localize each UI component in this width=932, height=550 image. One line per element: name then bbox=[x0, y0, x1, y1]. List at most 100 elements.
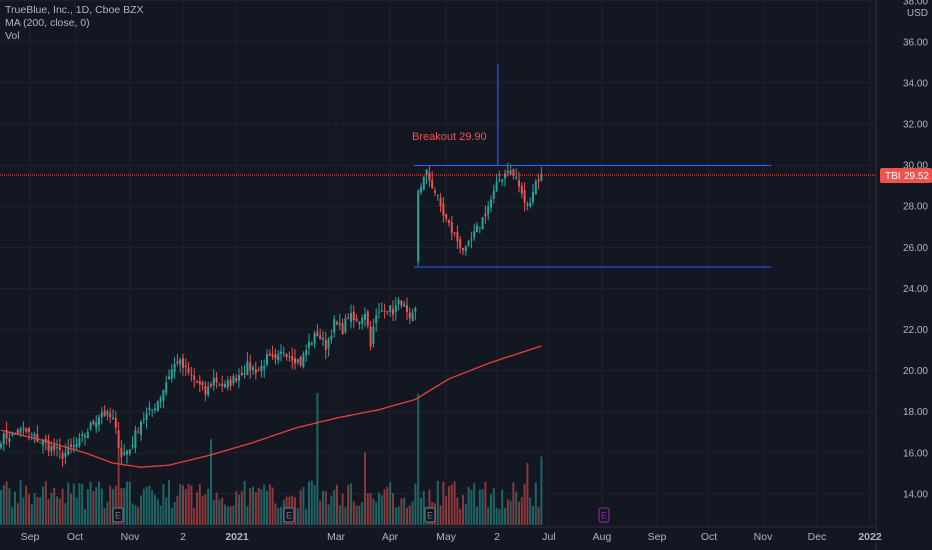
volume-bar bbox=[266, 490, 268, 525]
candle-body bbox=[260, 365, 263, 371]
candle-body bbox=[184, 365, 187, 367]
legend-volume[interactable]: Vol bbox=[5, 30, 20, 42]
candle-body bbox=[50, 446, 53, 452]
volume-bar bbox=[243, 481, 246, 525]
price-axis[interactable]: 14.00 16.00 18.00 20.00 22.00 24.00 26.00 28.00… bbox=[875, 0, 928, 550]
trendline-drawings[interactable]: Breakout 29.90 bbox=[412, 64, 771, 268]
candle-body bbox=[296, 359, 299, 363]
candle-body bbox=[431, 179, 434, 189]
breakout-annotation[interactable]: Breakout 29.90 bbox=[412, 131, 487, 143]
volume-bar bbox=[184, 489, 187, 525]
legend-ma[interactable]: MA (200, close, 0) bbox=[5, 17, 90, 29]
candle-body bbox=[417, 190, 420, 262]
volume-bar bbox=[44, 481, 47, 525]
volume-bar bbox=[520, 497, 523, 525]
volume-bar bbox=[72, 483, 75, 525]
volume-bar bbox=[2, 485, 5, 525]
time-axis[interactable]: Sep Oct Nov 2 2021 Mar Apr May 2 Jul Aug Sep Oct Nov D… bbox=[0, 526, 882, 543]
volume-bar bbox=[103, 507, 106, 525]
price-axis-label: 26.00 bbox=[903, 243, 928, 254]
volume-bar bbox=[352, 501, 355, 525]
volume-bar bbox=[238, 494, 240, 525]
volume-bar bbox=[386, 487, 389, 525]
volume-bar bbox=[215, 492, 218, 525]
price-tag-value: 29.52 bbox=[904, 171, 929, 182]
candle-body bbox=[156, 401, 159, 412]
volume-bar bbox=[532, 505, 534, 525]
candle-body bbox=[484, 213, 487, 217]
time-axis-label: Dec bbox=[808, 531, 827, 543]
volume-bar bbox=[366, 493, 369, 525]
volume-bar bbox=[310, 480, 313, 525]
earnings-marker[interactable]: E bbox=[424, 507, 436, 523]
candle-body bbox=[22, 427, 25, 430]
candle-body bbox=[386, 310, 389, 313]
candle-body bbox=[193, 375, 196, 380]
candle-body bbox=[176, 361, 179, 364]
candle-body bbox=[70, 444, 72, 447]
candle-body bbox=[179, 359, 182, 365]
volume-bar bbox=[224, 504, 226, 525]
candle-body bbox=[467, 240, 470, 247]
volume-bar bbox=[162, 483, 165, 525]
volume-bar bbox=[151, 490, 154, 525]
volume-bar bbox=[459, 508, 462, 525]
volume-bar bbox=[235, 491, 238, 525]
candle-body bbox=[151, 409, 154, 411]
candle-body bbox=[271, 354, 274, 358]
volume-bar bbox=[473, 482, 476, 525]
volume-bar bbox=[28, 494, 30, 525]
candle-body bbox=[33, 434, 36, 438]
volume-bar bbox=[117, 452, 120, 525]
volume-bar bbox=[50, 492, 53, 525]
candle-body bbox=[305, 350, 308, 356]
candle-body bbox=[520, 185, 523, 194]
volume-bar bbox=[518, 501, 520, 525]
candle-body bbox=[112, 417, 114, 420]
volume-bar bbox=[106, 501, 109, 525]
candle-body bbox=[487, 206, 490, 215]
earnings-marker-label: E bbox=[427, 511, 433, 521]
price-axis-label: 32.00 bbox=[903, 120, 928, 131]
candle-body bbox=[509, 170, 512, 175]
candle-body bbox=[42, 440, 44, 446]
volume-bar bbox=[159, 505, 162, 525]
volume-bar bbox=[123, 488, 126, 525]
candle-body bbox=[140, 421, 142, 435]
candle-body bbox=[529, 202, 532, 207]
candle-body bbox=[126, 450, 128, 455]
volume-bar bbox=[512, 482, 515, 525]
volume-bar bbox=[19, 480, 22, 525]
candle-body bbox=[182, 358, 184, 368]
earnings-marker-upcoming[interactable]: E bbox=[598, 507, 610, 523]
candle-body bbox=[212, 377, 215, 386]
volume-bar bbox=[372, 498, 375, 525]
volume-bar bbox=[148, 485, 151, 525]
volume-bar bbox=[529, 497, 532, 525]
earnings-marker[interactable]: E bbox=[112, 507, 124, 523]
candle-body bbox=[344, 318, 347, 333]
price-axis-label: 20.00 bbox=[903, 366, 928, 377]
volume-bar bbox=[126, 481, 128, 525]
time-axis-label: Nov bbox=[121, 531, 140, 543]
candle-body bbox=[358, 321, 361, 325]
candle-body bbox=[187, 368, 190, 373]
candle-body bbox=[414, 308, 417, 312]
candle-body bbox=[154, 408, 156, 411]
volume-bar bbox=[78, 483, 81, 525]
candle-body bbox=[422, 176, 425, 190]
candle-body bbox=[282, 352, 285, 354]
volume-bar bbox=[75, 497, 78, 525]
candle-body bbox=[280, 351, 282, 354]
volume-bar bbox=[98, 481, 100, 525]
legend-symbol[interactable]: TrueBlue, Inc., 1D, Cboe BZX bbox=[5, 4, 144, 16]
earnings-marker[interactable]: E bbox=[283, 507, 295, 523]
candle-body bbox=[235, 378, 238, 382]
volume-bar bbox=[442, 481, 445, 525]
volume-bar bbox=[336, 484, 338, 525]
candle-body bbox=[347, 317, 350, 319]
volume-bar bbox=[350, 483, 352, 525]
